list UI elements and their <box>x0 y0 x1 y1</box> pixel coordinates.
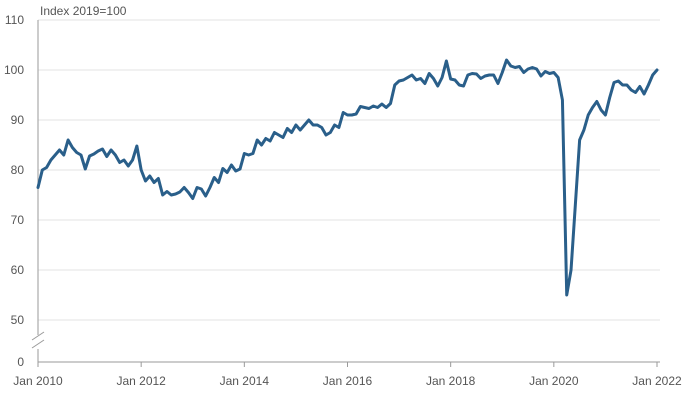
y-tick-80: 80 <box>11 163 25 177</box>
y-tick-70: 70 <box>11 213 25 227</box>
y-tick-0: 0 <box>17 355 24 369</box>
series-layer <box>36 58 659 297</box>
y-tick-60: 60 <box>11 263 25 277</box>
x-tick-jan-2014: Jan 2014 <box>220 374 270 388</box>
y-tick-90: 90 <box>11 113 25 127</box>
y-tick-50: 50 <box>11 313 25 327</box>
y-unit-label: Index 2019=100 <box>40 4 127 18</box>
x-tick-jan-2010: Jan 2010 <box>13 374 63 388</box>
axis-break-mark <box>31 331 45 349</box>
series-line <box>36 58 659 297</box>
x-tick-jan-2012: Jan 2012 <box>116 374 166 388</box>
x-tick-jan-2016: Jan 2016 <box>323 374 373 388</box>
axes <box>31 20 660 367</box>
x-tick-labels: Jan 2010 Jan 2012 Jan 2014 Jan 2016 Jan 2018… <box>13 374 682 388</box>
y-tick-labels: 0 50 60 70 80 90 100 110 <box>4 13 24 369</box>
y-tick-110: 110 <box>5 13 24 27</box>
y-tick-100: 100 <box>4 63 24 77</box>
x-tick-jan-2022: Jan 2022 <box>632 374 682 388</box>
x-tick-jan-2020: Jan 2020 <box>529 374 579 388</box>
x-tick-jan-2018: Jan 2018 <box>426 374 476 388</box>
